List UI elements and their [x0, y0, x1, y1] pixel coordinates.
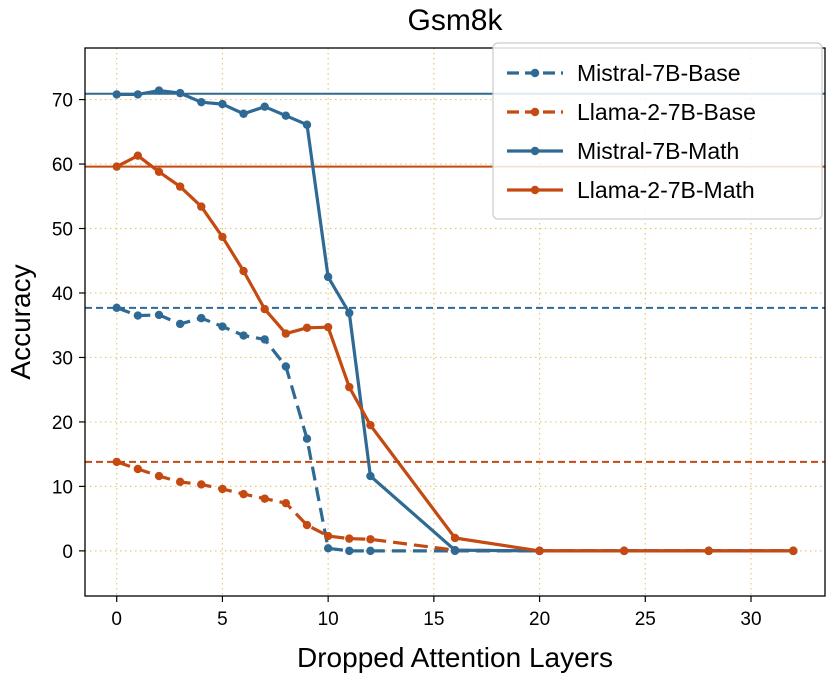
data-point [450, 546, 460, 555]
y-tick-label: 10 [52, 477, 73, 498]
data-point [345, 534, 354, 543]
data-point [112, 457, 121, 467]
y-tick-label: 70 [52, 91, 73, 112]
data-point [154, 167, 164, 176]
data-point [619, 546, 629, 556]
data-point [535, 546, 544, 556]
y-tick-label: 20 [52, 413, 73, 434]
y-tick-label: 0 [62, 542, 73, 563]
data-point [450, 533, 460, 543]
data-point [175, 88, 185, 98]
legend-box [492, 42, 823, 220]
data-point [323, 531, 333, 541]
y-tick-label: 30 [52, 348, 73, 369]
data-point [260, 102, 269, 111]
data-point [154, 86, 164, 95]
data-point [789, 546, 798, 556]
series-line [116, 460, 794, 553]
legend-label: Mistral-7B-Base [577, 60, 741, 86]
data-point [197, 97, 206, 107]
legend-label: Llama-2-7B-Base [577, 99, 756, 125]
legend-marker [530, 107, 540, 117]
data-point [302, 120, 312, 129]
series-line [115, 154, 794, 553]
data-point [302, 434, 312, 443]
legend-label: Llama-2-7B-Math [577, 177, 755, 203]
data-point [218, 232, 227, 242]
data-point [366, 420, 375, 430]
data-point [281, 498, 291, 508]
data-point [112, 303, 121, 313]
x-tick-label: 5 [217, 609, 228, 630]
data-point [133, 90, 143, 99]
data-point [197, 480, 206, 489]
x-tick-label: 20 [529, 609, 550, 630]
x-tick-label: 15 [423, 609, 444, 630]
series [112, 86, 798, 556]
data-point [175, 182, 185, 191]
data-point [323, 544, 333, 553]
y-tick-label: 50 [52, 220, 73, 241]
x-tick-label: 0 [111, 609, 122, 630]
data-point [112, 90, 121, 99]
series-line [116, 306, 794, 553]
data-point [323, 272, 333, 282]
data-point [281, 111, 291, 120]
data-point [133, 311, 143, 320]
x-tick-label: 30 [740, 609, 761, 630]
y-axis-ticks: 0 10 20 30 40 50 60 70 [52, 91, 85, 563]
data-point [154, 310, 164, 320]
y-tick-label: 60 [52, 155, 73, 176]
y-axis-label: Accuracy [5, 264, 36, 379]
legend-label: Mistral-7B-Math [577, 138, 739, 164]
data-point [302, 323, 312, 333]
data-point [133, 464, 143, 474]
data-point [260, 304, 269, 314]
data-point [239, 266, 248, 276]
legend: Mistral-7B-Base Llama-2-7B-Base Mistral-7B… [492, 42, 823, 220]
data-point [345, 382, 354, 392]
legend-marker [530, 68, 540, 78]
data-point [366, 546, 375, 556]
data-point [260, 335, 269, 344]
data-point [154, 471, 164, 481]
data-point [704, 546, 713, 556]
legend-marker [530, 146, 540, 156]
x-axis-label: Dropped Attention Layers [297, 642, 613, 673]
data-point [345, 308, 354, 318]
data-point [175, 477, 185, 487]
data-point [366, 535, 375, 544]
series-llama-2-7b-math [112, 151, 798, 556]
chart-title: Gsm8k [407, 4, 503, 37]
x-tick-label: 10 [318, 609, 339, 630]
data-point [345, 546, 354, 556]
data-point [302, 520, 312, 530]
data-point [112, 162, 121, 171]
data-point [323, 322, 333, 332]
data-point [239, 109, 248, 118]
x-tick-label: 25 [635, 609, 656, 630]
data-point [197, 313, 206, 323]
data-point [133, 151, 143, 160]
data-point [281, 362, 291, 371]
data-point [260, 494, 269, 503]
data-point [239, 489, 248, 499]
data-point [239, 331, 248, 340]
data-point [218, 322, 227, 331]
data-point [218, 99, 227, 109]
data-point [197, 202, 206, 211]
y-tick-label: 40 [52, 284, 73, 305]
data-point [366, 471, 375, 481]
plot-frame [84, 47, 826, 597]
data-point [218, 484, 227, 494]
x-axis-ticks: 0 5 10 15 20 25 30 [111, 596, 762, 630]
data-point [175, 319, 185, 329]
series-mistral-7b-base [112, 303, 798, 556]
data-point [281, 329, 291, 338]
legend-marker [530, 185, 540, 195]
